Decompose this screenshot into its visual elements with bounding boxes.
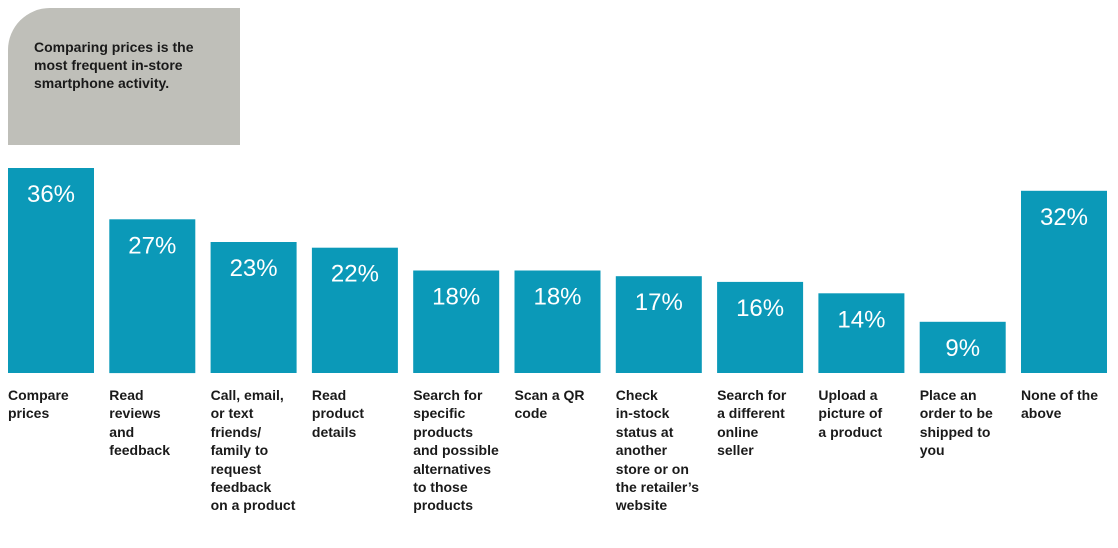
bar (413, 270, 500, 373)
bar (109, 219, 196, 374)
category-label: None of the above (1021, 387, 1098, 422)
bar (919, 321, 1006, 374)
bar (615, 276, 702, 373)
callout-text: Comparing prices is the most frequent in… (34, 39, 194, 91)
category-label: Place an order to be shipped to you (919, 387, 993, 459)
bar-value-label: 9% (945, 335, 980, 362)
value-labels-layer: 36% 27% 23% 22% 18% 18% 17% 16% 14% 9% 32% (27, 181, 1088, 362)
bar (210, 242, 297, 373)
bar (717, 281, 804, 373)
bar-value-label: 36% (27, 181, 75, 208)
bar (1021, 190, 1107, 373)
bar (8, 168, 94, 373)
category-label: Search for a different online seller (717, 387, 787, 459)
category-label: Scan a QR code (514, 387, 585, 422)
category-label: Read product details (311, 387, 364, 440)
bar-value-label: 22% (331, 261, 379, 288)
category-label: Call, email, or text friends/ family to … (210, 387, 296, 514)
category-label: Check in-stock status at another store o… (615, 387, 700, 514)
bar (311, 247, 398, 373)
bar-value-label: 27% (128, 232, 176, 259)
bar-value-label: 32% (1040, 204, 1088, 231)
bars-layer (8, 168, 1107, 374)
bar-value-label: 17% (635, 289, 683, 316)
category-label: Search for specific products and possibl… (413, 387, 499, 514)
bar-value-label: 23% (230, 255, 278, 282)
bar-value-label: 16% (736, 295, 784, 322)
category-label: Read reviews and feedback (109, 387, 170, 459)
bar-value-label: 14% (837, 306, 885, 333)
bar-value-label: 18% (533, 284, 581, 311)
callout-box: Comparing prices is the most frequent in… (8, 8, 240, 145)
category-label: Upload a picture of a product (818, 387, 883, 440)
bar (514, 270, 601, 373)
category-label: Compare prices (8, 387, 69, 422)
bar-value-label: 18% (432, 284, 480, 311)
bar (818, 293, 905, 373)
